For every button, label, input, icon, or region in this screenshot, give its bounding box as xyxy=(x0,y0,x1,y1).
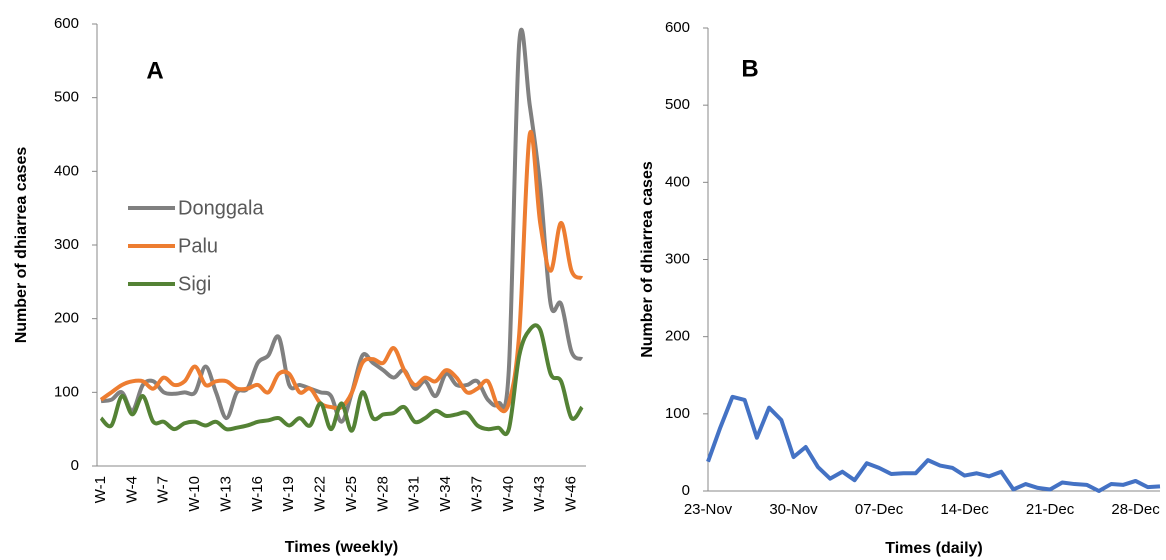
x-tick-label: 30-Nov xyxy=(769,501,818,518)
x-tick-label: W-37 xyxy=(468,476,485,512)
x-tick-label: W-19 xyxy=(280,476,297,512)
x-tick-label: W-34 xyxy=(437,476,454,512)
x-tick-label: W-40 xyxy=(500,476,517,512)
y-axis-title: Number of dhiarrea cases xyxy=(639,161,656,358)
x-tick-label: W-43 xyxy=(531,476,548,512)
x-tick-label: W-22 xyxy=(312,476,329,512)
series-line xyxy=(706,394,1161,493)
y-tick-label: 300 xyxy=(54,236,79,253)
y-tick-label: 600 xyxy=(54,15,79,32)
x-tick-label: W-13 xyxy=(217,476,234,512)
y-tick-label: 0 xyxy=(682,482,690,499)
x-tick-label: W-1 xyxy=(92,476,109,503)
legend-label: Sigi xyxy=(178,273,211,295)
y-tick-label: 500 xyxy=(54,89,79,106)
y-tick-label: 400 xyxy=(54,162,79,179)
panel-label: B xyxy=(741,55,758,82)
x-tick-label: W-28 xyxy=(374,476,391,512)
series-line xyxy=(99,323,584,437)
series-line xyxy=(99,129,584,414)
y-tick-label: 100 xyxy=(54,383,79,400)
y-tick-label: 300 xyxy=(665,250,690,267)
legend-label: Donggala xyxy=(178,197,265,219)
panel-label: A xyxy=(146,57,163,84)
x-tick-label: 23-Nov xyxy=(684,501,733,518)
x-tick-label: W-7 xyxy=(155,476,172,503)
y-axis-title: Number of dhiarrea cases xyxy=(13,147,30,344)
x-tick-label: 14-Dec xyxy=(940,501,989,518)
x-tick-label: 21-Dec xyxy=(1026,501,1075,518)
y-tick-label: 200 xyxy=(54,310,79,327)
y-tick-label: 400 xyxy=(665,173,690,190)
x-tick-label: W-31 xyxy=(406,476,423,512)
y-tick-label: 0 xyxy=(71,457,79,474)
y-tick-label: 200 xyxy=(665,328,690,345)
x-tick-label: 07-Dec xyxy=(855,501,904,518)
y-tick-label: 500 xyxy=(665,96,690,113)
y-tick-label: 100 xyxy=(665,405,690,422)
x-axis-title: Times (daily) xyxy=(885,540,983,557)
x-tick-label: W-4 xyxy=(123,476,140,503)
x-tick-label: W-10 xyxy=(186,476,203,512)
x-tick-label: W-16 xyxy=(249,476,266,512)
x-tick-label: 28-Dec xyxy=(1111,501,1160,518)
x-axis-title: Times (weekly) xyxy=(285,539,399,556)
y-tick-label: 600 xyxy=(665,19,690,36)
x-tick-label: W-46 xyxy=(563,476,580,512)
legend-label: Palu xyxy=(178,235,218,257)
x-tick-label: W-25 xyxy=(343,476,360,512)
series-line xyxy=(100,27,584,424)
